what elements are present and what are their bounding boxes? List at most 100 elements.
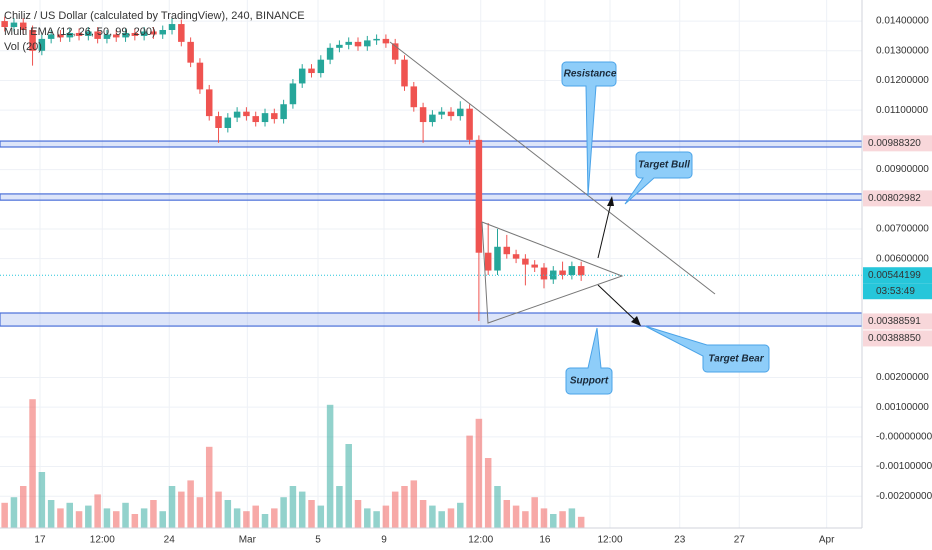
annotation: Support — [570, 376, 609, 387]
candle-body — [540, 267, 548, 280]
candle-body — [531, 264, 538, 268]
price-label-box — [863, 267, 932, 284]
candle-body — [261, 113, 269, 123]
volume-bar — [205, 446, 213, 528]
volume-bar — [224, 500, 232, 528]
price-label: 0.00388591 — [868, 316, 921, 327]
volume-bar — [196, 497, 204, 528]
chart-title: Chiliz / US Dollar (calculated by Tradin… — [4, 10, 305, 22]
candle-body — [354, 41, 362, 47]
candle-body — [85, 31, 92, 36]
x-tick-label: 17 — [34, 535, 46, 546]
volume-bar — [159, 511, 166, 528]
candle-body — [112, 34, 120, 38]
x-tick-label: 27 — [734, 535, 746, 546]
volume-bar — [494, 486, 501, 528]
candle-body — [271, 113, 278, 120]
volume-bar — [429, 505, 436, 528]
candle-body — [336, 44, 343, 48]
grid — [0, 0, 862, 528]
volume-bar — [85, 505, 92, 528]
volume-bar — [103, 508, 111, 528]
volume-bar — [503, 500, 511, 528]
candle-body — [326, 47, 334, 60]
candle-body — [140, 31, 148, 36]
volume-bar — [447, 508, 455, 528]
volume-bar — [531, 497, 538, 528]
volume-bar — [112, 511, 120, 528]
volume-bar — [438, 511, 445, 528]
volume-bar — [354, 500, 362, 528]
volume-bar — [364, 508, 371, 528]
x-tick-label: 9 — [381, 535, 387, 546]
candle-body — [66, 32, 73, 38]
volume-bar — [233, 508, 241, 528]
candle-body — [233, 111, 241, 118]
candle-body — [494, 246, 501, 271]
y-tick-label: 0.00900000 — [876, 164, 929, 175]
volume-bar — [47, 500, 55, 528]
candle-body — [224, 117, 232, 128]
y-tick-label: 0.01400000 — [876, 16, 929, 27]
candle-body — [280, 104, 287, 120]
candle-body — [438, 111, 445, 115]
candle-body — [373, 38, 380, 41]
annotation: Resistance — [564, 69, 617, 80]
volume-bar — [66, 502, 73, 528]
volume-bar — [410, 480, 418, 528]
candle-body — [559, 270, 566, 275]
y-tick-label: 0.00600000 — [876, 253, 929, 264]
zone — [0, 140, 863, 148]
candle-body — [1, 21, 8, 28]
candle-body — [447, 111, 455, 117]
x-tick-label: 12:00 — [90, 535, 115, 546]
volume-bar — [75, 511, 83, 528]
volume-pane — [1, 399, 585, 528]
volume-bar — [512, 505, 520, 528]
volume-bar — [373, 511, 380, 528]
candle-body — [568, 266, 576, 275]
countdown-box — [863, 283, 932, 300]
volume-bar — [243, 511, 250, 528]
volume-bar — [466, 435, 473, 528]
volume-bar — [187, 480, 194, 528]
volume-bar — [131, 514, 139, 528]
annotation: Target Bull — [638, 160, 690, 171]
candle-body — [94, 31, 101, 39]
price-label: 0.00988320 — [868, 138, 921, 149]
y-tick-label: 0.01100000 — [876, 105, 929, 116]
price-label: 0.00388850 — [868, 333, 921, 344]
axis-labels: 0.01400000 0.01300000 0.01200000 0.01100000… — [34, 16, 932, 546]
x-tick-label: Apr — [819, 535, 835, 546]
x-tick-label: 12:00 — [597, 535, 622, 546]
candle-body — [196, 62, 204, 90]
volume-bar — [10, 497, 18, 528]
countdown: 03:53:49 — [876, 286, 915, 297]
indicator: Multi EMA (12, 26, 50, 99, 200) — [4, 26, 156, 38]
volume-bar — [289, 486, 297, 528]
y-tick-label: -0.00100000 — [876, 461, 932, 472]
arrowhead — [631, 316, 641, 326]
volume-bar — [577, 516, 585, 528]
volume-bar — [326, 404, 334, 528]
candle-body — [466, 108, 473, 140]
price-label-box — [863, 135, 932, 152]
volume-bar — [168, 486, 176, 528]
arrow-up — [597, 202, 612, 259]
volume-bar — [298, 491, 306, 528]
volume-bar — [391, 491, 399, 528]
candles — [0, 16, 862, 322]
volume-bar — [252, 505, 259, 528]
drawings — [389, 41, 716, 326]
x-tick-label: 16 — [539, 535, 551, 546]
candle-body — [391, 43, 399, 60]
indicator: Vol (20) — [4, 41, 42, 53]
y-tick-label: 0.00700000 — [876, 224, 929, 235]
x-tick-label: 12:00 — [468, 535, 493, 546]
candle-body — [19, 22, 27, 30]
arrowhead — [607, 196, 614, 206]
candle-body — [57, 34, 64, 38]
x-tick-label: 23 — [674, 535, 686, 546]
volume-bar — [38, 472, 46, 528]
